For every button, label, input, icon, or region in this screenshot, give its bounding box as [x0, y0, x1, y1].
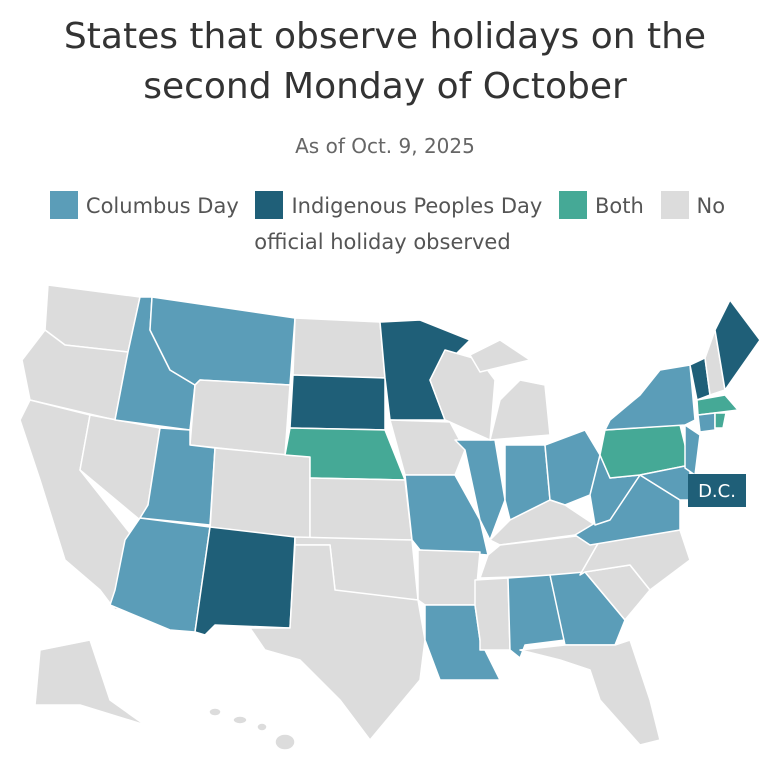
state: [292, 317, 386, 379]
legend: Columbus Day Indigenous Peoples Day Both…: [25, 188, 745, 260]
subtitle: As of Oct. 9, 2025: [295, 134, 475, 158]
state: [489, 379, 551, 441]
state: [697, 412, 716, 433]
legend-item: No official holiday observed: [254, 191, 726, 254]
title: States that observe holidays on the seco…: [63, 16, 707, 107]
legend-label: Columbus Day: [85, 194, 239, 218]
state: [249, 544, 426, 741]
state: [604, 364, 696, 431]
state: [289, 374, 386, 431]
state: [549, 571, 626, 646]
state: [696, 394, 739, 416]
dc-label: D.C.: [698, 481, 736, 502]
state: [469, 339, 531, 373]
state: [714, 412, 727, 429]
state: [389, 419, 466, 476]
state: [519, 639, 661, 746]
state: [474, 577, 511, 651]
legend-swatch: [660, 191, 689, 219]
state: [149, 296, 296, 386]
state: [429, 349, 496, 441]
state: [417, 549, 481, 606]
legend-item: Indigenous Peoples Day: [255, 191, 543, 219]
legend-swatch: [255, 191, 284, 219]
state: [208, 707, 222, 717]
state: [194, 526, 296, 636]
legend-item: Both: [559, 191, 644, 219]
state: [274, 733, 296, 751]
legend-item: Columbus Day: [49, 191, 239, 219]
state: [189, 379, 291, 456]
legend-label: Indigenous Peoples Day: [291, 194, 543, 218]
state: [256, 722, 268, 732]
dc-box: [688, 474, 746, 507]
state: [714, 299, 761, 391]
legend-label: No official holiday observed: [254, 194, 726, 254]
state: [232, 715, 248, 725]
states: [19, 284, 761, 751]
legend-swatch: [49, 191, 78, 219]
state: [34, 639, 146, 726]
state: [209, 447, 311, 541]
state: [309, 477, 413, 541]
legend-label: Both: [595, 194, 644, 218]
state: [684, 424, 701, 476]
legend-swatch: [559, 191, 587, 219]
